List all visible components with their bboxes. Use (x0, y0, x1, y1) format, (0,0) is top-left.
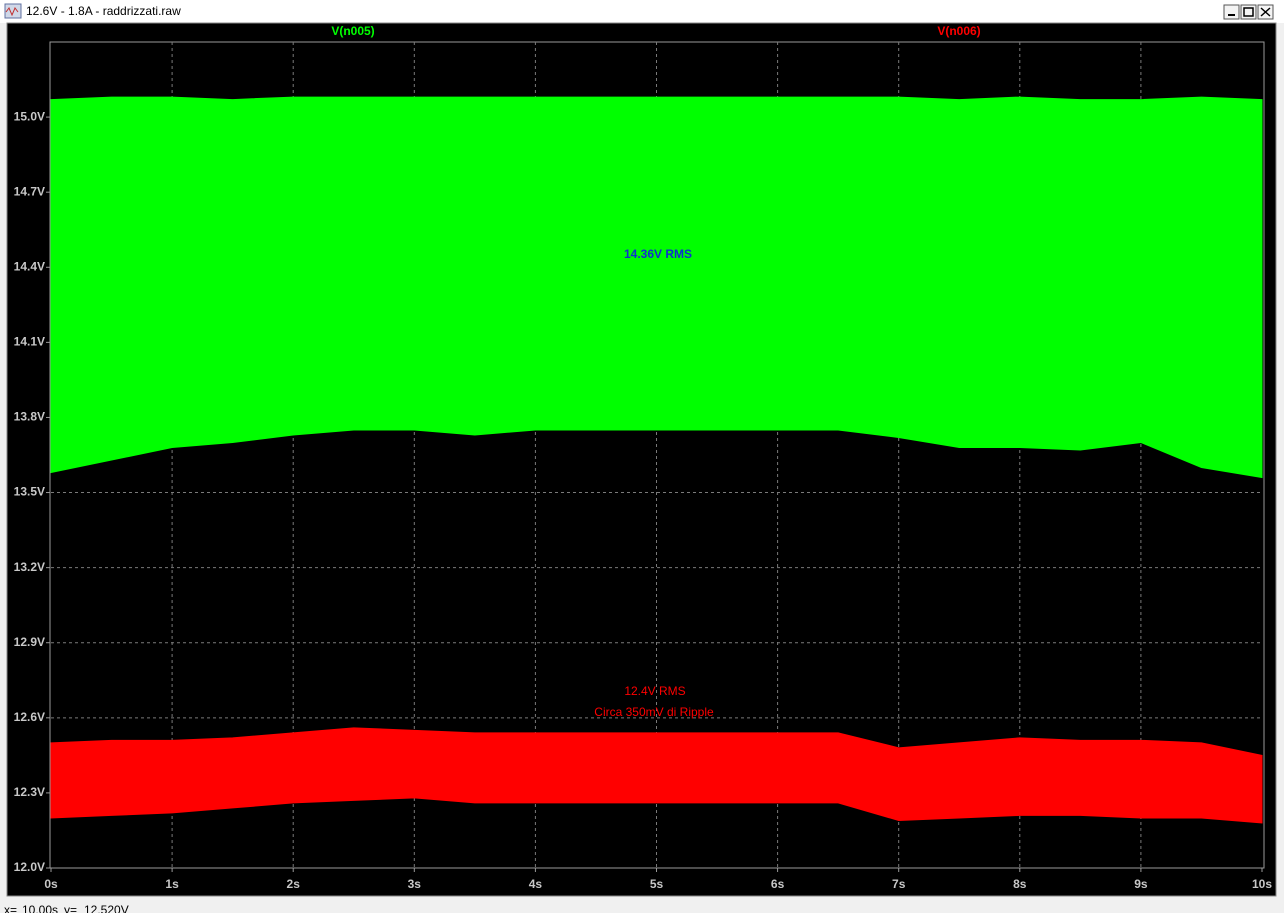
x-tick-label: 6s (771, 877, 785, 891)
y-tick-label: 12.9V (14, 635, 45, 649)
y-tick-label: 14.1V (14, 335, 45, 349)
y-tick-label: 12.6V (14, 710, 45, 724)
maximize-glyph (1243, 7, 1254, 17)
title-bar (0, 0, 1284, 23)
y-tick-label: 13.8V (14, 410, 45, 424)
app-icon-glyph (5, 7, 19, 17)
x-tick-label: 4s (529, 877, 543, 891)
minimize-button[interactable] (1223, 4, 1240, 20)
status-bar: x= 10.00s y= 12.520V (4, 903, 129, 913)
x-tick-label: 10s (1252, 877, 1272, 891)
signal-band (50, 96, 1263, 479)
status-x-value: 10.00s (22, 903, 58, 913)
close-glyph (1260, 7, 1271, 17)
x-tick-label: 8s (1013, 877, 1027, 891)
status-y-label: y= (64, 903, 77, 913)
x-tick-label: 7s (892, 877, 906, 891)
window-buttons (1223, 4, 1274, 20)
plot: 12.0V 12.3V 12.6V 12.9V 13.2V 13.5V 13.8V 14.1V… (14, 24, 1273, 891)
y-tick-label: 15.0V (14, 109, 45, 123)
x-tick-label: 1s (165, 877, 179, 891)
app-icon (4, 3, 22, 19)
window-title: 12.6V - 1.8A - raddrizzati.raw (26, 4, 181, 18)
x-tick-label: 9s (1134, 877, 1148, 891)
legend-entry: V(n005) (331, 24, 374, 38)
x-tick-label: 2s (287, 877, 301, 891)
y-tick-label: 13.2V (14, 560, 45, 574)
x-tick-label: 3s (408, 877, 422, 891)
status-x-label: x= (4, 903, 17, 913)
y-tick-label: 12.3V (14, 785, 45, 799)
annotation: 14.36V RMS (624, 247, 692, 261)
y-tick-label: 13.5V (14, 485, 45, 499)
annotation: 12.4V RMS (624, 684, 685, 698)
y-tick-label: 14.4V (14, 259, 45, 273)
y-tick-label: 14.7V (14, 184, 45, 198)
x-tick-label: 5s (650, 877, 664, 891)
x-tick-label: 0s (44, 877, 58, 891)
legend-entry: V(n006) (937, 24, 980, 38)
status-y-value: 12.520V (84, 903, 129, 913)
annotation: Circa 350mV di Ripple (594, 705, 714, 719)
y-tick-label: 12.0V (14, 860, 45, 874)
signal-band (50, 727, 1263, 824)
